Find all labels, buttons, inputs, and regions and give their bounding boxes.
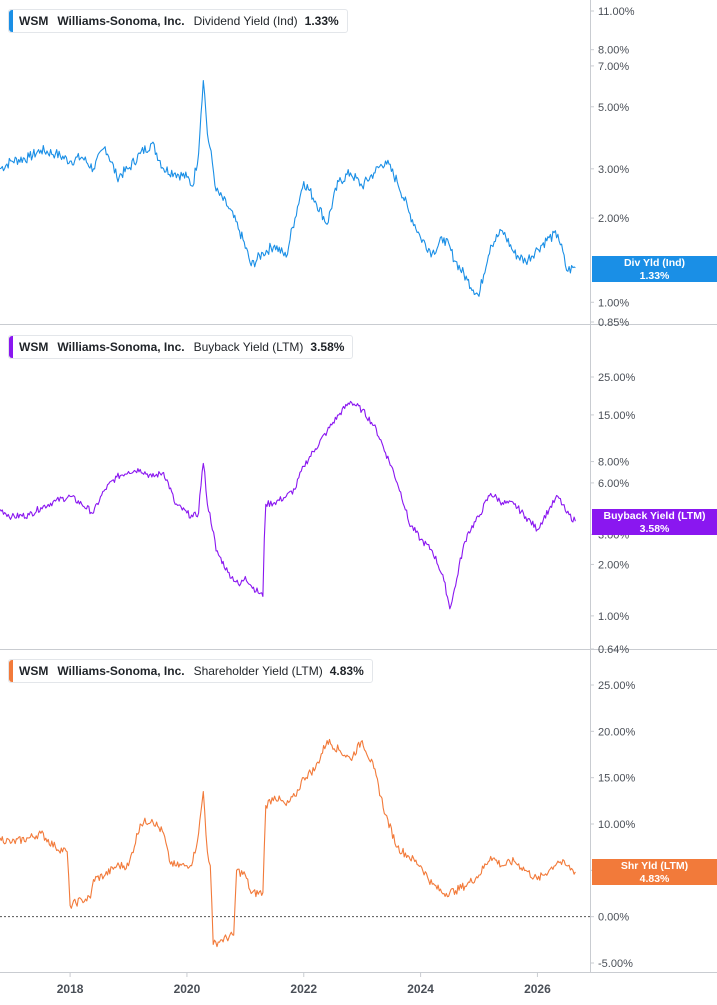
y-tick-label: 1.00% — [598, 297, 629, 309]
y-tick-label: 6.00% — [598, 478, 629, 490]
y-tick-label: 0.64% — [598, 644, 629, 656]
current-value-badge-buyback: Buyback Yield (LTM) 3.58% — [592, 509, 717, 535]
x-tick-label: 2018 — [57, 982, 84, 996]
y-tick-label: 2.00% — [598, 559, 629, 571]
current-value-badge-dividend: Div Yld (Ind) 1.33% — [592, 256, 717, 282]
y-tick-label: 0.85% — [598, 317, 629, 329]
y-tick-label: 11.00% — [598, 6, 635, 18]
x-tick-label: 2024 — [407, 982, 434, 996]
legend-metric: Buyback Yield (LTM) — [193, 340, 304, 354]
y-tick-label: 15.00% — [598, 773, 636, 785]
badge-label: Div Yld (Ind) — [623, 257, 686, 269]
y-tick-label: 20.00% — [598, 726, 636, 738]
x-tick-label: 2020 — [174, 982, 201, 996]
badge-value: 1.33% — [639, 269, 670, 282]
y-tick-label: 7.00% — [598, 61, 629, 73]
legend-company: Williams-Sonoma, Inc. — [57, 14, 185, 28]
series-line-2 — [0, 400, 576, 610]
y-tick-label: 15.00% — [598, 410, 636, 422]
y-tick-label: 0.00% — [598, 912, 629, 924]
y-tick-label: 3.00% — [598, 164, 629, 176]
legend-company: Williams-Sonoma, Inc. — [57, 664, 185, 678]
series-line-3 — [0, 738, 576, 948]
legend-dividend-yield: WSM Williams-Sonoma, Inc. Dividend Yield… — [8, 9, 348, 33]
legend-metric: Dividend Yield (Ind) — [193, 14, 298, 28]
badge-label: Buyback Yield (LTM) — [603, 510, 706, 522]
current-value-badge-shareholder: Shr Yld (LTM) 4.83% — [592, 859, 717, 885]
y-tick-label: 1.00% — [598, 611, 629, 623]
y-tick-label: 8.00% — [598, 457, 629, 469]
legend-value: 4.83% — [329, 664, 364, 678]
legend-ticker: WSM — [19, 664, 49, 678]
y-tick-label: 25.00% — [598, 372, 636, 384]
badge-label: Shr Yld (LTM) — [620, 860, 689, 872]
legend-swatch — [9, 10, 13, 32]
legend-swatch — [9, 660, 13, 682]
x-tick-label: 2026 — [524, 982, 551, 996]
legend-buyback-yield: WSM Williams-Sonoma, Inc. Buyback Yield … — [8, 335, 354, 359]
x-tick-label: 2022 — [290, 982, 317, 996]
badge-value: 4.83% — [639, 872, 670, 885]
y-tick-label: 2.00% — [598, 213, 629, 225]
legend-value: 3.58% — [310, 340, 345, 354]
y-tick-label: -5.00% — [598, 958, 633, 970]
legend-ticker: WSM — [19, 340, 49, 354]
legend-company: Williams-Sonoma, Inc. — [57, 340, 185, 354]
series-line-1 — [0, 80, 576, 297]
y-tick-label: 25.00% — [598, 680, 636, 692]
badge-value: 3.58% — [639, 522, 670, 535]
legend-metric: Shareholder Yield (LTM) — [193, 664, 323, 678]
legend-ticker: WSM — [19, 14, 49, 28]
legend-shareholder-yield: WSM Williams-Sonoma, Inc. Shareholder Yi… — [8, 659, 373, 683]
y-tick-label: 10.00% — [598, 819, 636, 831]
legend-value: 1.33% — [304, 14, 339, 28]
legend-swatch — [9, 336, 13, 358]
y-tick-label: 5.00% — [598, 102, 629, 114]
y-tick-label: 8.00% — [598, 45, 629, 57]
